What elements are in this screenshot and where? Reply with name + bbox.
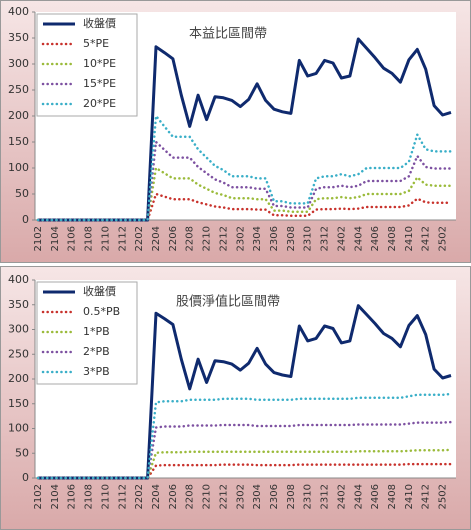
x-tick-label: 2402: [336, 226, 347, 251]
x-tick-label: 2102: [33, 226, 44, 251]
x-tick-label: 2302: [235, 226, 246, 251]
series-line: [36, 114, 453, 222]
y-tick-label: 350: [8, 31, 29, 44]
x-tick-label: 2310: [303, 226, 314, 251]
x-tick-label: 2308: [286, 226, 297, 251]
x-tick-label: 2210: [202, 226, 213, 251]
x-tick-label: 2110: [100, 226, 111, 251]
y-tick-label: 400: [8, 5, 29, 18]
legend-label: 0.5*PB: [83, 305, 120, 318]
legend-label: 5*PE: [83, 37, 109, 50]
x-tick-label: 2204: [151, 226, 162, 251]
chart-title: 股價淨值比區間帶: [176, 294, 280, 310]
x-tick-label: 2212: [218, 226, 229, 251]
chart: 0 50 100 150 200 250 300 350 400 2102 2104 2106 2108…: [8, 5, 456, 251]
y-tick-label: 300: [8, 57, 29, 70]
legend-label: 3*PB: [83, 365, 110, 378]
x-tick-label: 2210: [202, 484, 213, 509]
x-tick-label: 2412: [421, 226, 432, 251]
x-tick-label: 2206: [168, 484, 179, 509]
legend-label: 收盤價: [83, 16, 116, 30]
x-tick-label: 2502: [438, 484, 449, 509]
x-tick-label: 2406: [370, 226, 381, 251]
x-tick-label: 2408: [387, 226, 398, 251]
x-tick-label: 2208: [185, 484, 196, 509]
x-tick-label: 2106: [67, 226, 78, 251]
x-tick-label: 2306: [269, 484, 280, 509]
series-line: [36, 392, 453, 480]
x-tick-label: 2306: [269, 226, 280, 251]
x-tick-label: 2202: [134, 484, 145, 509]
x-tick-label: 2104: [50, 484, 61, 509]
x-tick-label: 2402: [336, 484, 347, 509]
chart-title: 本益比區間帶: [189, 27, 267, 42]
x-tick-label: 2410: [404, 484, 415, 509]
x-tick-label: 2104: [50, 226, 61, 251]
x-tick-label: 2208: [185, 226, 196, 251]
legend-label: 2*PB: [83, 345, 110, 358]
y-tick-label: 150: [8, 397, 29, 410]
y-tick-label: 100: [8, 422, 29, 435]
x-tick-label: 2406: [370, 484, 381, 509]
x-tick-label: 2404: [353, 484, 364, 509]
x-tick-label: 2312: [320, 226, 331, 251]
x-tick-label: 2108: [84, 226, 95, 251]
y-tick-label: 350: [8, 298, 29, 311]
x-tick-label: 2112: [117, 484, 128, 509]
y-tick-label: 200: [8, 109, 29, 122]
x-tick-label: 2110: [100, 484, 111, 509]
y-tick-label: 150: [8, 135, 29, 148]
legend-label: 20*PE: [83, 97, 116, 110]
x-tick-label: 2112: [117, 226, 128, 251]
y-tick-label: 0: [22, 471, 29, 484]
x-tick-label: 2410: [404, 226, 415, 251]
legend-label: 15*PE: [83, 77, 116, 90]
x-tick-label: 2308: [286, 484, 297, 509]
y-tick-label: 400: [8, 273, 29, 286]
chart: 0 50 100 150 200 250 300 350 400 2102 2104 2106 2108…: [8, 273, 456, 509]
x-tick-label: 2302: [235, 484, 246, 509]
x-tick-label: 2106: [67, 484, 78, 509]
x-tick-label: 2412: [421, 484, 432, 509]
x-tick-label: 2202: [134, 226, 145, 251]
x-tick-label: 2408: [387, 484, 398, 509]
y-tick-label: 50: [15, 446, 29, 459]
x-tick-label: 2102: [33, 484, 44, 509]
x-tick-label: 2212: [218, 484, 229, 509]
y-tick-label: 250: [8, 347, 29, 360]
y-tick-label: 250: [8, 83, 29, 96]
legend-box: [36, 281, 138, 385]
y-tick-label: 300: [8, 323, 29, 336]
x-tick-label: 2404: [353, 226, 364, 251]
x-tick-label: 2206: [168, 226, 179, 251]
y-tick-label: 200: [8, 372, 29, 385]
y-tick-label: 100: [8, 161, 29, 174]
x-tick-label: 2502: [438, 226, 449, 251]
legend-label: 收盤價: [83, 284, 116, 298]
x-tick-label: 2310: [303, 484, 314, 509]
x-tick-label: 2108: [84, 484, 95, 509]
x-tick-label: 2204: [151, 484, 162, 509]
legend-label: 10*PE: [83, 57, 116, 70]
y-tick-label: 0: [22, 213, 29, 226]
x-tick-label: 2304: [252, 484, 263, 509]
x-tick-label: 2312: [320, 484, 331, 509]
legend-box: [36, 13, 138, 117]
legend-label: 1*PB: [83, 325, 110, 338]
y-tick-label: 50: [15, 187, 29, 200]
x-tick-label: 2304: [252, 226, 263, 251]
